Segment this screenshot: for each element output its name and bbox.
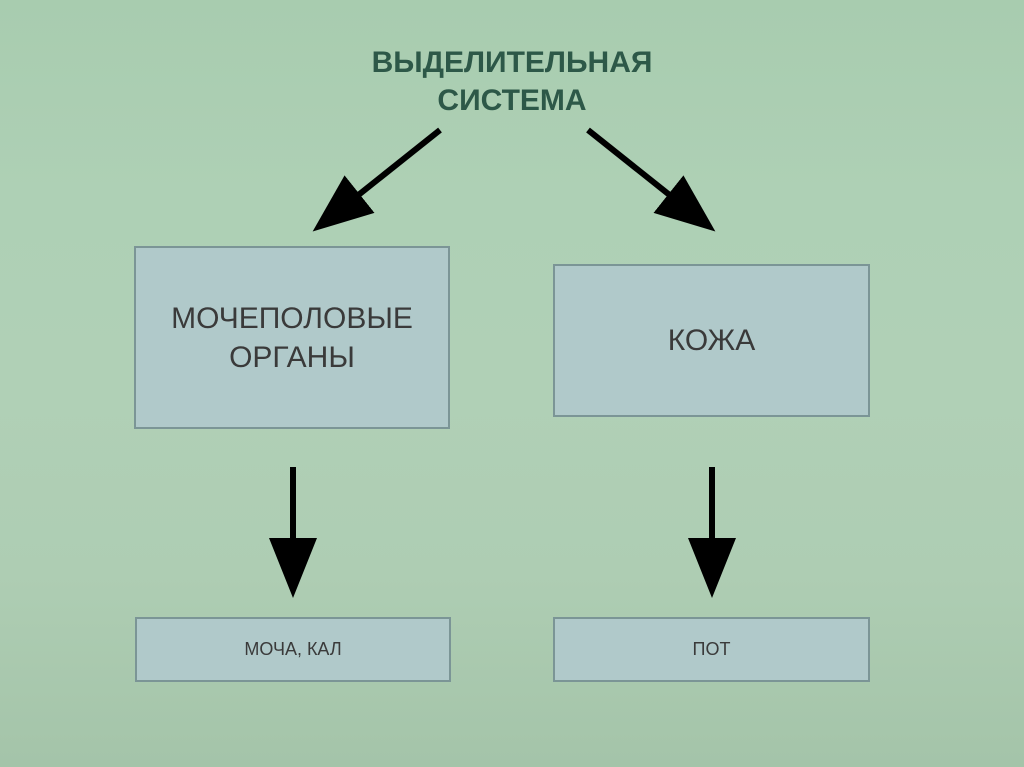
node-skin-label: КОЖА — [668, 324, 756, 358]
node-urine: МОЧА, КАЛ — [135, 617, 451, 682]
node-sweat: ПОТ — [553, 617, 870, 682]
title-line1: ВЫДЕЛИТЕЛЬНАЯ — [0, 44, 1024, 82]
node-urine-label: МОЧА, КАЛ — [244, 639, 341, 660]
node-organs: МОЧЕПОЛОВЫЕ ОРГАНЫ — [134, 246, 450, 429]
node-sweat-label: ПОТ — [693, 639, 731, 660]
title-line2: СИСТЕМА — [0, 82, 1024, 120]
diagram-title: ВЫДЕЛИТЕЛЬНАЯ СИСТЕМА — [0, 44, 1024, 119]
node-organs-line1: МОЧЕПОЛОВЫЕ — [171, 299, 413, 338]
node-skin: КОЖА — [553, 264, 870, 417]
node-organs-line2: ОРГАНЫ — [171, 338, 413, 377]
